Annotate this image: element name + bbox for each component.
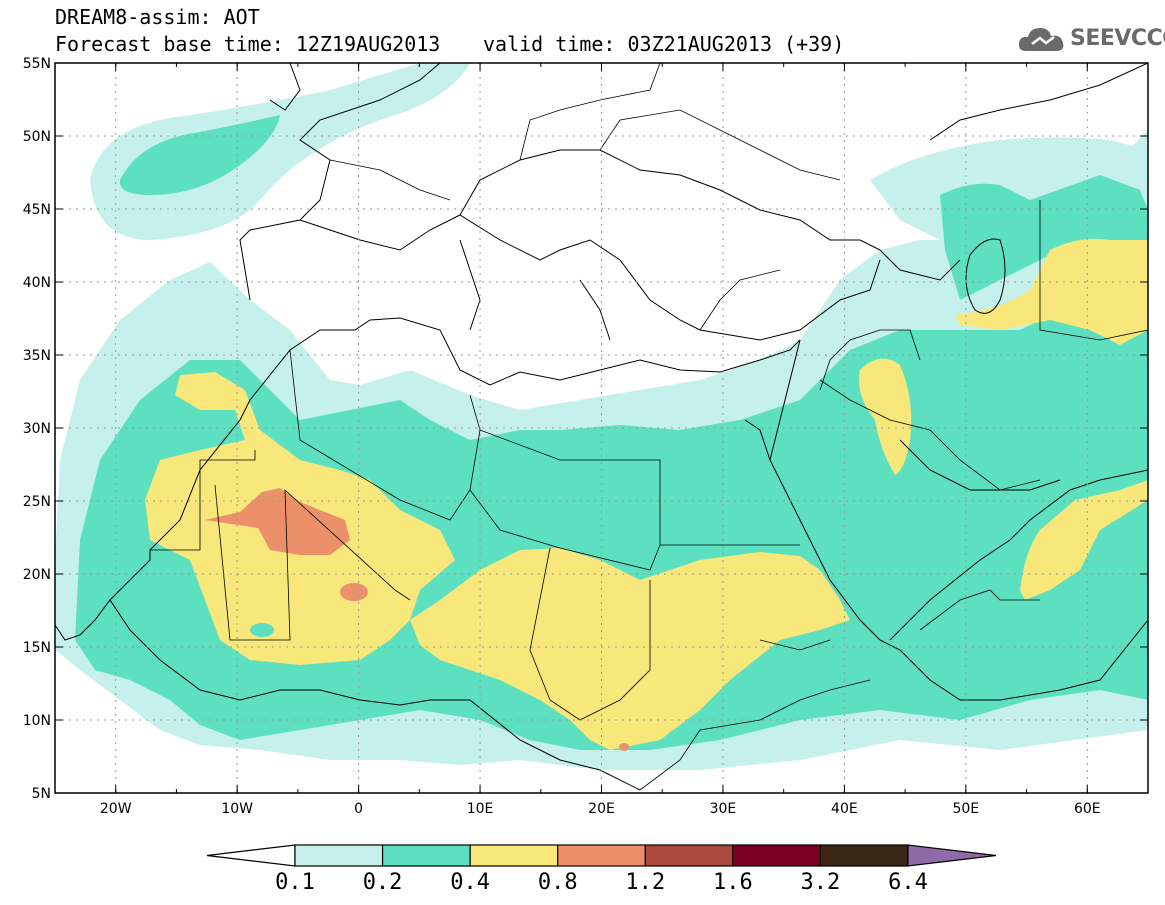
colorbar <box>206 844 997 867</box>
colorbar-label: 1.6 <box>712 870 753 895</box>
lat-tick-label: 15N <box>23 640 51 656</box>
aot-band-0.8 <box>205 488 629 751</box>
colorbar-label: 0.2 <box>362 870 403 895</box>
colorbar-over-arrow <box>907 844 997 867</box>
colorbar-swatch <box>469 844 559 867</box>
lon-tick-label: 60E <box>1074 801 1101 817</box>
lat-tick-label: 25N <box>23 494 51 510</box>
forecast-times: Forecast base time: 12Z19AUG2013 valid ti… <box>55 32 844 56</box>
axis-ticks <box>54 62 1149 794</box>
lat-tick-label: 55N <box>23 56 51 72</box>
lon-tick-label: 50E <box>952 801 979 817</box>
colorbar-swatch <box>557 844 646 867</box>
coastlines <box>55 63 1148 791</box>
colorbar-swatch <box>644 844 734 867</box>
colorbar-label: 0.4 <box>450 870 491 895</box>
logo-text: SEEVCCC <box>1070 26 1165 51</box>
colorbar-swatch <box>819 844 909 867</box>
colorbar-label: 6.4 <box>888 870 928 895</box>
lon-tick-label: 0 <box>354 801 363 817</box>
colorbar-label: 0.8 <box>537 870 578 895</box>
lon-tick-label: 30E <box>710 801 737 817</box>
colorbar-swatch <box>294 844 384 867</box>
lat-tick-label: 35N <box>23 348 51 364</box>
lat-tick-label: 20N <box>23 567 51 583</box>
lat-tick-label: 40N <box>23 275 51 291</box>
lat-tick-label: 10N <box>23 713 51 729</box>
lat-tick-label: 45N <box>23 202 51 218</box>
lat-tick-label: 30N <box>23 421 51 437</box>
map-title: DREAM8-assim: AOT <box>55 5 260 29</box>
lat-tick-label: 5N <box>32 786 51 802</box>
colorbar-label: 0.1 <box>275 870 315 895</box>
seevccc-logo: SEEVCCC <box>1018 22 1165 56</box>
axis-tick-labels: 20W 10W 0 10E 20E 30E 40E 50E 60E 5N 10N 15N 20N 25N 3… <box>23 56 1101 817</box>
borders <box>150 63 1148 791</box>
lon-tick-label: 20W <box>100 801 132 817</box>
colorbar-label: 3.2 <box>800 870 841 895</box>
cloud-logo-icon <box>1018 28 1064 51</box>
lon-tick-label: 10W <box>221 801 253 817</box>
valid-time: valid time: 03Z21AUG2013 (+39) <box>483 32 845 56</box>
base-time: Forecast base time: 12Z19AUG2013 <box>55 32 441 56</box>
gridlines <box>55 63 1148 793</box>
lon-tick-label: 40E <box>831 801 858 817</box>
colorbar-swatch <box>381 844 471 867</box>
lon-tick-label: 20E <box>588 801 615 817</box>
colorbar-swatch <box>732 844 822 867</box>
colorbar-under-arrow <box>206 844 296 867</box>
colorbar-label: 1.2 <box>625 870 666 895</box>
lon-tick-label: 10E <box>467 801 494 817</box>
lat-tick-label: 50N <box>23 129 51 145</box>
